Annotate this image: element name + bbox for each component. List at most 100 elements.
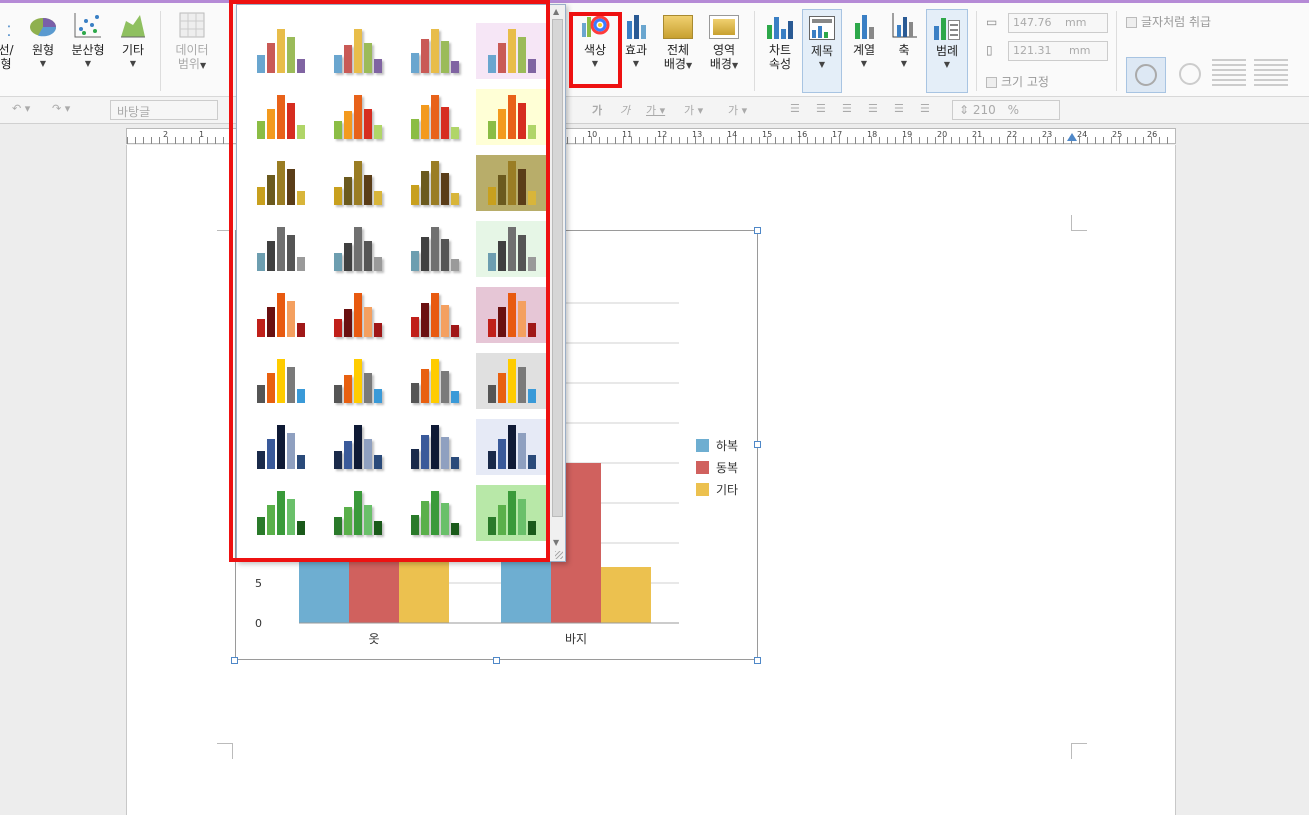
underline-button[interactable]: 가 ▾ [646,104,666,117]
palette-swatch[interactable] [322,287,394,343]
resize-handle-bottom-right[interactable] [754,657,761,664]
series-button[interactable]: 계열 ▼ [846,11,882,71]
palette-swatch[interactable] [399,221,471,277]
palette-swatch[interactable] [399,89,471,145]
align-justify-icon[interactable]: ☰ [790,102,800,115]
palette-swatch[interactable] [399,485,471,541]
swatch-bar [344,507,352,535]
line-spacing-field[interactable]: ⇕ 210 % [952,100,1060,120]
palette-swatch[interactable] [399,155,471,211]
scroll-down-icon[interactable]: ▼ [553,538,560,547]
align-split-icon[interactable]: ☰ [920,102,930,115]
bar-기타 [601,567,651,623]
italic-button[interactable]: 가 [620,104,631,117]
palette-swatch[interactable] [245,221,317,277]
scrollbar[interactable]: ▲ ▼ [549,5,565,561]
wrap-tight-button[interactable] [1170,57,1210,93]
palette-swatch[interactable] [245,485,317,541]
pie-chart-button[interactable]: 원형 ▼ [24,11,62,71]
swatch-bar [297,59,305,73]
scatter-chart-button[interactable]: 분산형 ▼ [66,11,110,71]
swatch-bar [431,29,439,73]
other-chart-button[interactable]: 기타 ▼ [114,11,152,71]
dropdown-arrow-icon: ▼ [900,59,908,68]
palette-swatch[interactable] [245,89,317,145]
palette-swatch[interactable] [322,419,394,475]
color-palette-dropdown[interactable]: ▲ ▼ [236,4,566,562]
align-distribute-icon[interactable]: ☰ [894,102,904,115]
scroll-up-icon[interactable]: ▲ [553,7,560,16]
palette-swatch[interactable] [476,353,548,409]
resize-handle-bottom-left[interactable] [231,657,238,664]
axis-button[interactable]: 축 ▼ [886,11,922,71]
resize-handle-top-right[interactable] [754,227,761,234]
font-color-button[interactable]: 가 ▾ [728,104,748,117]
align-left-icon[interactable]: ☰ [816,102,826,115]
resize-handle-bottom[interactable] [493,657,500,664]
palette-swatch[interactable] [476,419,548,475]
resize-grip-icon[interactable] [555,551,563,559]
data-range-button[interactable]: 데이터 범위▼ [166,11,218,73]
palette-swatch[interactable] [476,485,548,541]
palette-swatch[interactable] [476,221,548,277]
width-icon: ▭ [986,15,998,29]
line-chart-button[interactable]: ⁚ 선/ 형 [0,11,18,71]
color-label: 색상 [583,43,607,57]
swatch-bar [451,193,459,205]
palette-swatch[interactable] [322,221,394,277]
ribbon-separator [976,11,977,91]
palette-swatch[interactable] [322,485,394,541]
palette-swatch[interactable] [245,419,317,475]
palette-swatch[interactable] [322,89,394,145]
align-right-icon[interactable]: ☰ [868,102,878,115]
area-background-button[interactable]: 영역 배경▼ [702,11,746,73]
legend-button[interactable]: 범례 ▼ [926,9,968,93]
bold-button[interactable]: 가 [592,104,603,117]
swatch-bar [354,425,362,469]
undo-icon[interactable]: ↶ ▾ [12,102,31,115]
align-center-icon[interactable]: ☰ [842,102,852,115]
ruler-number: 12 [657,130,668,139]
swatch-bar [354,29,362,73]
lock-size-checkbox[interactable]: 크기 고정 [986,73,1049,90]
legend-label: 기타 [716,483,738,497]
chart-properties-button[interactable]: 차트 속성 [760,11,800,71]
strikethrough-button[interactable]: 가 ▾ [684,104,704,117]
palette-swatch[interactable] [245,287,317,343]
wrap-behind-text-icon[interactable] [1254,59,1288,89]
wrap-square-button[interactable] [1126,57,1166,93]
palette-swatch[interactable] [399,353,471,409]
palette-swatch[interactable] [476,23,548,79]
title-button[interactable]: 제목 ▼ [802,9,842,93]
swatch-bar [297,389,305,403]
right-indent-marker[interactable] [1067,133,1077,141]
palette-swatch[interactable] [399,23,471,79]
full-background-button[interactable]: 전체 배경▼ [656,11,700,73]
palette-swatch[interactable] [245,155,317,211]
scrollbar-thumb[interactable] [552,19,563,517]
palette-swatch[interactable] [476,89,548,145]
treat-as-char-checkbox[interactable]: 글자처럼 취급 [1126,13,1211,30]
palette-swatch[interactable] [245,353,317,409]
palette-swatch[interactable] [322,155,394,211]
wrap-top-bottom-icon[interactable] [1212,59,1246,89]
redo-icon[interactable]: ↷ ▾ [52,102,71,115]
palette-swatch[interactable] [476,155,548,211]
width-field[interactable]: 147.76 mm [1008,13,1108,33]
resize-handle-right[interactable] [754,441,761,448]
swatch-bar [297,125,305,139]
palette-swatch[interactable] [322,23,394,79]
palette-swatch[interactable] [322,353,394,409]
effect-button[interactable]: 효과 ▼ [620,11,652,71]
color-button[interactable]: 색상 ▼ [572,11,618,71]
height-field[interactable]: 121.31 mm [1008,41,1108,61]
swatch-bar [277,293,285,337]
ruler-number: 15 [762,130,773,139]
swatch-bar [488,451,496,469]
palette-swatch[interactable] [399,419,471,475]
style-select[interactable]: 바탕글 [110,100,218,120]
palette-swatch[interactable] [476,287,548,343]
palette-swatch[interactable] [245,23,317,79]
data-range-label-2: 범위 [177,57,200,71]
palette-swatch[interactable] [399,287,471,343]
